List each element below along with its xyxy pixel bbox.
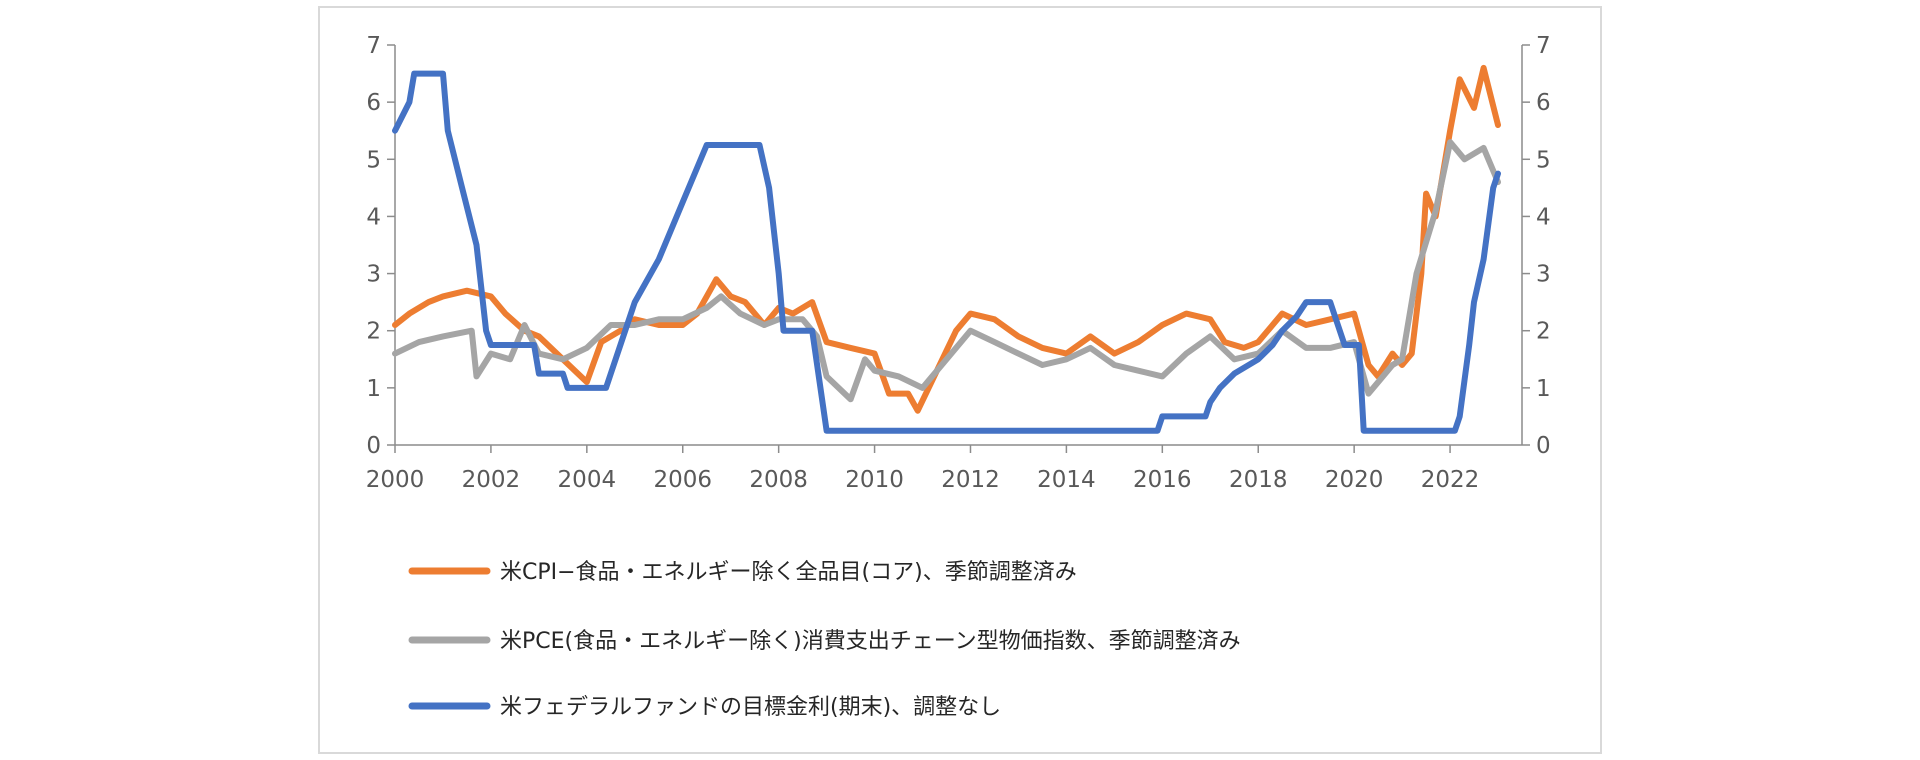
chart-frame bbox=[318, 6, 1602, 754]
left-y-ticks: 0 1 2 3 4 5 6 7 bbox=[366, 33, 395, 459]
left-y-tick-label: 7 bbox=[366, 33, 381, 59]
x-tick-label: 2020 bbox=[1325, 467, 1384, 493]
right-y-tick-label: 2 bbox=[1536, 319, 1551, 345]
x-tick-label: 2010 bbox=[845, 467, 904, 493]
pce-core-line bbox=[392, 139, 1501, 403]
right-y-tick-label: 5 bbox=[1536, 147, 1551, 173]
legend: 米CPI−食品・エネルギー除く全品目(コア)、季節調整済み米PCE(食品・エネル… bbox=[408, 560, 1241, 720]
x-tick-label: 2022 bbox=[1421, 467, 1480, 493]
axes bbox=[394, 45, 1523, 446]
x-tick-label: 2012 bbox=[941, 467, 1000, 493]
fed-funds-target-line bbox=[392, 70, 1501, 434]
right-y-tick-label: 1 bbox=[1536, 376, 1551, 402]
cpi-core-line bbox=[392, 64, 1501, 414]
legend-label: 米CPI−食品・エネルギー除く全品目(コア)、季節調整済み bbox=[500, 560, 1077, 585]
x-tick-label: 2018 bbox=[1229, 467, 1288, 493]
x-tick-label: 2002 bbox=[462, 467, 521, 493]
right-y-tick-label: 0 bbox=[1536, 433, 1551, 459]
legend-label: 米PCE(食品・エネルギー除く)消費支出チェーン型物価指数、季節調整済み bbox=[500, 629, 1241, 654]
x-tick-label: 2008 bbox=[749, 467, 808, 493]
right-y-tick-label: 7 bbox=[1536, 33, 1551, 59]
left-y-tick-label: 2 bbox=[366, 319, 381, 345]
legend-entry-cpi: 米CPI−食品・エネルギー除く全品目(コア)、季節調整済み bbox=[408, 560, 1077, 585]
left-y-tick-label: 3 bbox=[366, 262, 381, 288]
left-y-tick-label: 6 bbox=[366, 90, 381, 116]
x-tick-label: 2006 bbox=[653, 467, 712, 493]
right-y-tick-label: 4 bbox=[1536, 204, 1551, 230]
x-tick-label: 2016 bbox=[1133, 467, 1192, 493]
legend-entry-pce: 米PCE(食品・エネルギー除く)消費支出チェーン型物価指数、季節調整済み bbox=[408, 629, 1241, 654]
left-y-tick-label: 1 bbox=[366, 376, 381, 402]
legend-label: 米フェデラルファンドの目標金利(期末)、調整なし bbox=[500, 695, 1001, 720]
legend-entry-fed-funds: 米フェデラルファンドの目標金利(期末)、調整なし bbox=[408, 695, 1001, 720]
x-tick-label: 2014 bbox=[1037, 467, 1096, 493]
right-y-tick-label: 6 bbox=[1536, 90, 1551, 116]
left-y-tick-label: 4 bbox=[366, 204, 381, 230]
right-y-ticks: 0 1 2 3 4 5 6 7 bbox=[1522, 33, 1551, 459]
x-ticks: 2000 2002 2004 2006 2008 2010 2012 2014 2016 2018… bbox=[366, 445, 1480, 493]
left-y-tick-label: 5 bbox=[366, 147, 381, 173]
x-tick-label: 2000 bbox=[366, 467, 425, 493]
left-y-tick-label: 0 bbox=[366, 433, 381, 459]
right-y-tick-label: 3 bbox=[1536, 262, 1551, 288]
series-lines bbox=[392, 64, 1501, 434]
x-tick-label: 2004 bbox=[558, 467, 617, 493]
